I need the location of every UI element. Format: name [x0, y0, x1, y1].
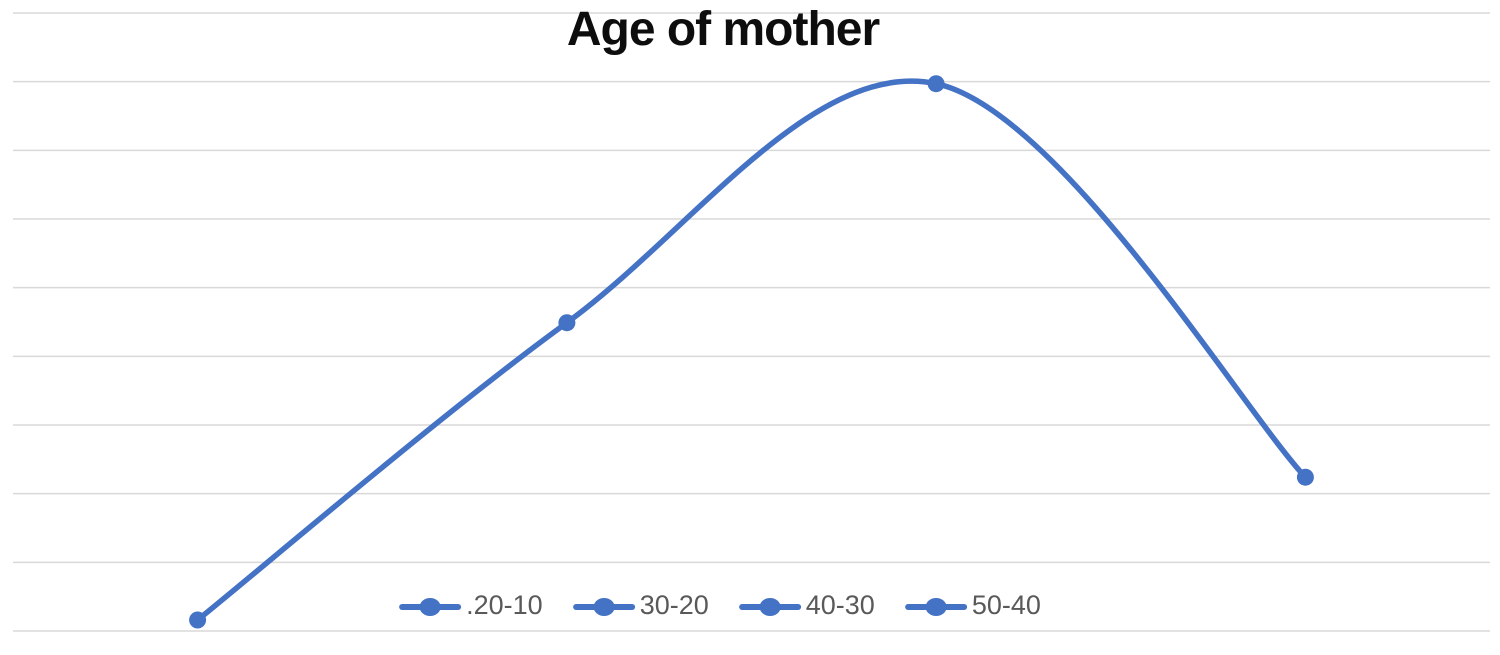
legend-item: 30-20	[572, 590, 709, 621]
legend-line-marker-icon	[738, 596, 801, 618]
legend-dot-icon	[593, 597, 615, 616]
legend-line-marker-icon	[399, 596, 462, 618]
legend-item: .20-10	[399, 592, 543, 621]
legend-dot-icon	[925, 597, 947, 616]
legend-item: 50-40	[904, 590, 1041, 621]
legend-label: 40-30	[805, 590, 875, 620]
legend-label: 30-20	[639, 590, 709, 620]
legend-line-marker-icon	[904, 596, 967, 618]
data-point-marker	[927, 75, 945, 93]
series-line	[194, 78, 1309, 623]
legend-line-marker-icon	[572, 596, 635, 618]
data-point-marker	[558, 314, 576, 332]
legend-dot-icon	[419, 597, 441, 616]
legend-item: 40-30	[738, 590, 875, 621]
data-point-marker	[189, 611, 207, 629]
data-point-marker	[1296, 468, 1314, 486]
legend-label: .20-10	[466, 590, 543, 620]
legend-label: 50-40	[971, 590, 1041, 620]
chart-legend: .20-10 30-20 40-30 50-40	[399, 592, 1041, 621]
legend-dot-icon	[759, 597, 781, 616]
